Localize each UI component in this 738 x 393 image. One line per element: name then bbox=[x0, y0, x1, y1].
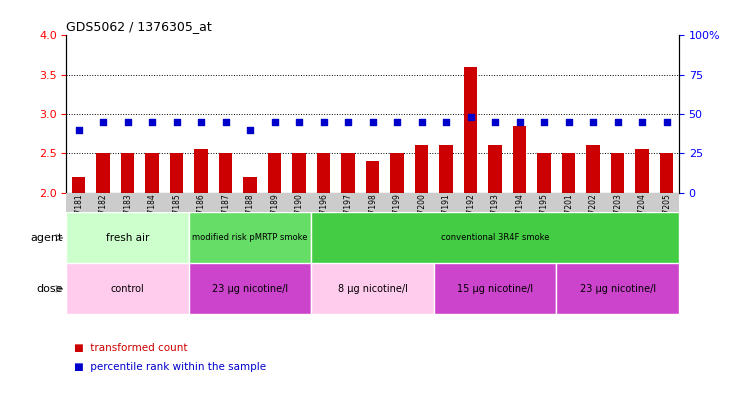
Bar bbox=[145, 153, 159, 193]
Text: control: control bbox=[111, 284, 145, 294]
Bar bbox=[342, 153, 355, 193]
Text: GSM1217182: GSM1217182 bbox=[99, 193, 108, 244]
Text: GSM1217203: GSM1217203 bbox=[613, 193, 622, 244]
Point bbox=[293, 119, 305, 125]
Text: GSM1217204: GSM1217204 bbox=[638, 193, 646, 244]
Point bbox=[220, 119, 232, 125]
Text: agent: agent bbox=[30, 233, 63, 243]
Point bbox=[146, 119, 158, 125]
Bar bbox=[219, 153, 232, 193]
Point bbox=[244, 127, 256, 133]
Bar bbox=[311, 263, 434, 314]
Point bbox=[97, 119, 109, 125]
Bar bbox=[434, 263, 556, 314]
Bar bbox=[311, 212, 679, 263]
Text: GSM1217190: GSM1217190 bbox=[294, 193, 303, 244]
Text: GSM1217193: GSM1217193 bbox=[491, 193, 500, 244]
Point bbox=[367, 119, 379, 125]
Text: GSM1217194: GSM1217194 bbox=[515, 193, 524, 244]
Point bbox=[563, 119, 575, 125]
Bar bbox=[189, 212, 311, 263]
Bar bbox=[268, 153, 281, 193]
Bar bbox=[439, 145, 453, 193]
Point bbox=[73, 127, 85, 133]
Bar bbox=[170, 153, 184, 193]
Point bbox=[465, 114, 477, 120]
Text: GSM1217191: GSM1217191 bbox=[442, 193, 451, 244]
Text: GSM1217200: GSM1217200 bbox=[417, 193, 426, 244]
Point bbox=[415, 119, 427, 125]
Text: fresh air: fresh air bbox=[106, 233, 149, 243]
Point bbox=[612, 119, 624, 125]
Text: ■  transformed count: ■ transformed count bbox=[74, 343, 187, 353]
Point bbox=[587, 119, 599, 125]
Point bbox=[489, 119, 501, 125]
Text: 23 µg nicotine/l: 23 µg nicotine/l bbox=[579, 284, 656, 294]
Point bbox=[391, 119, 403, 125]
Text: GSM1217187: GSM1217187 bbox=[221, 193, 230, 244]
Bar bbox=[72, 177, 86, 193]
Bar bbox=[587, 145, 600, 193]
Bar bbox=[464, 67, 477, 193]
Point bbox=[122, 119, 134, 125]
Bar bbox=[292, 153, 306, 193]
Point bbox=[269, 119, 280, 125]
Text: 15 µg nicotine/l: 15 µg nicotine/l bbox=[457, 284, 534, 294]
Bar bbox=[244, 177, 257, 193]
Point bbox=[342, 119, 354, 125]
Bar bbox=[611, 153, 624, 193]
Point bbox=[514, 119, 525, 125]
Text: GSM1217195: GSM1217195 bbox=[539, 193, 548, 244]
Bar bbox=[97, 153, 110, 193]
Text: GSM1217186: GSM1217186 bbox=[197, 193, 206, 244]
Text: GSM1217181: GSM1217181 bbox=[75, 193, 83, 244]
Point bbox=[318, 119, 330, 125]
Bar bbox=[366, 161, 379, 193]
Bar bbox=[317, 153, 331, 193]
Text: GSM1217184: GSM1217184 bbox=[148, 193, 156, 244]
Text: GSM1217192: GSM1217192 bbox=[466, 193, 475, 244]
Text: GSM1217185: GSM1217185 bbox=[172, 193, 181, 244]
Text: GSM1217205: GSM1217205 bbox=[662, 193, 671, 244]
Point bbox=[196, 119, 207, 125]
Text: GSM1217196: GSM1217196 bbox=[320, 193, 328, 244]
Text: 23 µg nicotine/l: 23 µg nicotine/l bbox=[212, 284, 289, 294]
Bar bbox=[66, 212, 189, 263]
Bar bbox=[513, 126, 526, 193]
Text: conventional 3R4F smoke: conventional 3R4F smoke bbox=[441, 233, 550, 242]
Text: GSM1217197: GSM1217197 bbox=[344, 193, 353, 244]
Bar bbox=[121, 153, 134, 193]
Point bbox=[441, 119, 452, 125]
Text: GSM1217198: GSM1217198 bbox=[368, 193, 377, 244]
Text: modified risk pMRTP smoke: modified risk pMRTP smoke bbox=[193, 233, 308, 242]
Text: dose: dose bbox=[36, 284, 63, 294]
Text: GSM1217202: GSM1217202 bbox=[589, 193, 598, 244]
Bar bbox=[194, 149, 208, 193]
Bar bbox=[660, 153, 674, 193]
Text: GSM1217183: GSM1217183 bbox=[123, 193, 132, 244]
Text: GSM1217201: GSM1217201 bbox=[565, 193, 573, 244]
Point bbox=[661, 119, 672, 125]
Point bbox=[170, 119, 182, 125]
Bar bbox=[415, 145, 429, 193]
Point bbox=[636, 119, 648, 125]
Text: ■  percentile rank within the sample: ■ percentile rank within the sample bbox=[74, 362, 266, 373]
Bar bbox=[562, 153, 576, 193]
Bar bbox=[635, 149, 649, 193]
Bar bbox=[189, 263, 311, 314]
Text: 8 µg nicotine/l: 8 µg nicotine/l bbox=[338, 284, 407, 294]
Text: GDS5062 / 1376305_at: GDS5062 / 1376305_at bbox=[66, 20, 212, 33]
Point bbox=[538, 119, 550, 125]
Bar bbox=[66, 263, 189, 314]
Bar bbox=[390, 153, 404, 193]
Text: GSM1217188: GSM1217188 bbox=[246, 193, 255, 244]
Bar bbox=[537, 153, 551, 193]
Bar bbox=[489, 145, 502, 193]
Bar bbox=[556, 263, 679, 314]
Text: GSM1217199: GSM1217199 bbox=[393, 193, 401, 244]
Text: GSM1217189: GSM1217189 bbox=[270, 193, 279, 244]
